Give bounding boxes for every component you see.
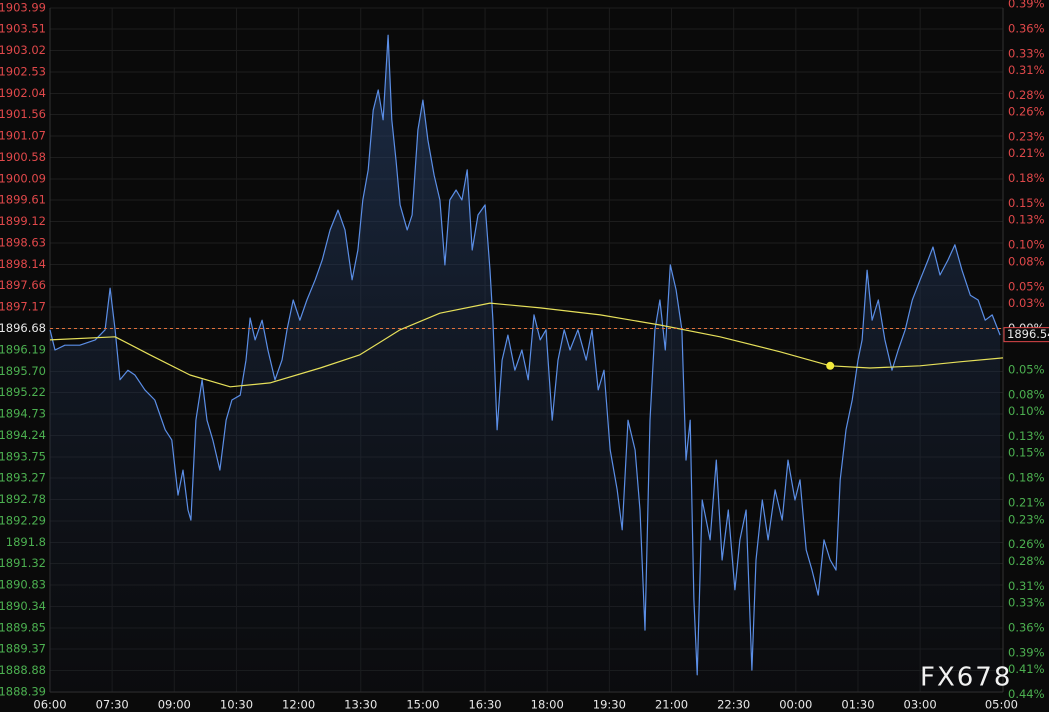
y-tick-label: 1897.17 xyxy=(0,300,46,314)
x-tick-label: 13:30 xyxy=(344,698,377,712)
y-tick-label: 1888.88 xyxy=(0,663,46,677)
y2-tick-label: 0.36% xyxy=(1008,21,1045,35)
y-tick-label: 1894.24 xyxy=(0,428,46,442)
y-tick-label: 1900.58 xyxy=(0,150,46,164)
y-tick-label: 1895.70 xyxy=(0,364,46,378)
x-tick-label: 09:00 xyxy=(158,698,191,712)
y-tick-label: 1896.68 xyxy=(0,321,46,335)
y2-tick-label: 0.44% xyxy=(1008,687,1045,701)
x-tick-label: 00:00 xyxy=(779,698,812,712)
last-price-box xyxy=(1003,327,1049,343)
y2-tick-label: 0.10% xyxy=(1008,238,1045,252)
x-tick-label: 03:00 xyxy=(904,698,937,712)
x-tick-label: 19:30 xyxy=(593,698,626,712)
y2-tick-label: 0.21% xyxy=(1008,496,1045,510)
y-tick-label: 1899.12 xyxy=(0,214,46,228)
highlight-dot xyxy=(826,361,835,370)
y-tick-label: 1903.51 xyxy=(0,22,46,36)
x-tick-label: 01:30 xyxy=(841,698,874,712)
x-tick-label: 06:00 xyxy=(33,698,66,712)
y-tick-label: 1903.02 xyxy=(0,43,46,57)
x-tick-label: 05:00 xyxy=(985,698,1018,712)
line xyxy=(49,34,1001,676)
y2-tick-label: 0.13% xyxy=(1008,213,1045,227)
y-tick-label: 1902.53 xyxy=(0,65,46,79)
x-tick-label: 22:30 xyxy=(717,698,750,712)
y-tick-label: 1895.22 xyxy=(0,385,46,399)
x-tick-label: 07:30 xyxy=(96,698,129,712)
y-tick-label: 1901.07 xyxy=(0,129,46,143)
y-tick-label: 1899.61 xyxy=(0,193,46,207)
y-tick-label: 1898.14 xyxy=(0,257,46,271)
y2-tick-label: 0.05% xyxy=(1008,279,1045,293)
x-tick-label: 21:00 xyxy=(655,698,688,712)
y2-tick-label: 0.33% xyxy=(1008,46,1045,60)
y2-tick-label: 0.21% xyxy=(1008,146,1045,160)
y-tick-label: 1888.39 xyxy=(0,685,46,699)
y2-tick-label: 0.28% xyxy=(1008,88,1045,102)
last-price-label: 1896.54 xyxy=(1007,327,1049,341)
y-tick-label: 1900.09 xyxy=(0,172,46,186)
y-tick-label: 1890.83 xyxy=(0,578,46,592)
y-tick-label: 1890.34 xyxy=(0,599,46,613)
y-tick-label: 1901.56 xyxy=(0,107,46,121)
y2-tick-label: 0.39% xyxy=(1008,0,1045,10)
y2-tick-label: 0.13% xyxy=(1008,429,1045,443)
y2-tick-label: 0.39% xyxy=(1008,645,1045,659)
x-tick-label: 10:30 xyxy=(220,698,253,712)
y2-tick-label: 0.18% xyxy=(1008,171,1045,185)
y-tick-label: 1892.29 xyxy=(0,514,46,528)
y2-tick-label: 0.18% xyxy=(1008,471,1045,485)
x-tick-label: 18:00 xyxy=(531,698,564,712)
y2-tick-label: 0.15% xyxy=(1008,446,1045,460)
y2-tick-label: 0.31% xyxy=(1008,63,1045,77)
y2-tick-label: 0.15% xyxy=(1008,196,1045,210)
y2-tick-label: 0.33% xyxy=(1008,595,1045,609)
y2-tick-label: 0.08% xyxy=(1008,387,1045,401)
y2-tick-label: 0.03% xyxy=(1008,296,1045,310)
y2-tick-label: 0.31% xyxy=(1008,579,1045,593)
y-tick-label: 1891.8 xyxy=(6,535,46,549)
y-tick-label: 1903.99 xyxy=(0,1,46,15)
y-tick-label: 1902.04 xyxy=(0,86,46,100)
y2-tick-label: 0.23% xyxy=(1008,129,1045,143)
y-tick-label: 1893.27 xyxy=(0,471,46,485)
y2-tick-label: 0.08% xyxy=(1008,254,1045,268)
y2-tick-label: 0.36% xyxy=(1008,620,1045,634)
y2-tick-label: 0.05% xyxy=(1008,362,1045,376)
x-tick-label: 15:00 xyxy=(406,698,439,712)
y2-tick-label: 0.10% xyxy=(1008,404,1045,418)
y2-tick-label: 0.26% xyxy=(1008,537,1045,551)
y-tick-label: 1897.66 xyxy=(0,278,46,292)
y-tick-label: 1896.19 xyxy=(0,343,46,357)
y-tick-label: 1898.63 xyxy=(0,236,46,250)
y-tick-label: 1889.37 xyxy=(0,642,46,656)
y-tick-label: 1894.73 xyxy=(0,407,46,421)
y-tick-label: 1891.32 xyxy=(0,556,46,570)
y2-tick-label: 0.28% xyxy=(1008,554,1045,568)
y-tick-label: 1893.75 xyxy=(0,449,46,463)
watermark: FX678 xyxy=(920,663,1012,693)
y2-tick-label: 0.23% xyxy=(1008,512,1045,526)
x-tick-label: 16:30 xyxy=(468,698,501,712)
y-tick-label: 1892.78 xyxy=(0,492,46,506)
y2-tick-label: 0.41% xyxy=(1008,662,1045,676)
y2-tick-label: 0.26% xyxy=(1008,105,1045,119)
line xyxy=(49,302,1004,388)
x-tick-label: 12:00 xyxy=(282,698,315,712)
area xyxy=(50,35,1001,692)
y-tick-label: 1889.85 xyxy=(0,620,46,634)
